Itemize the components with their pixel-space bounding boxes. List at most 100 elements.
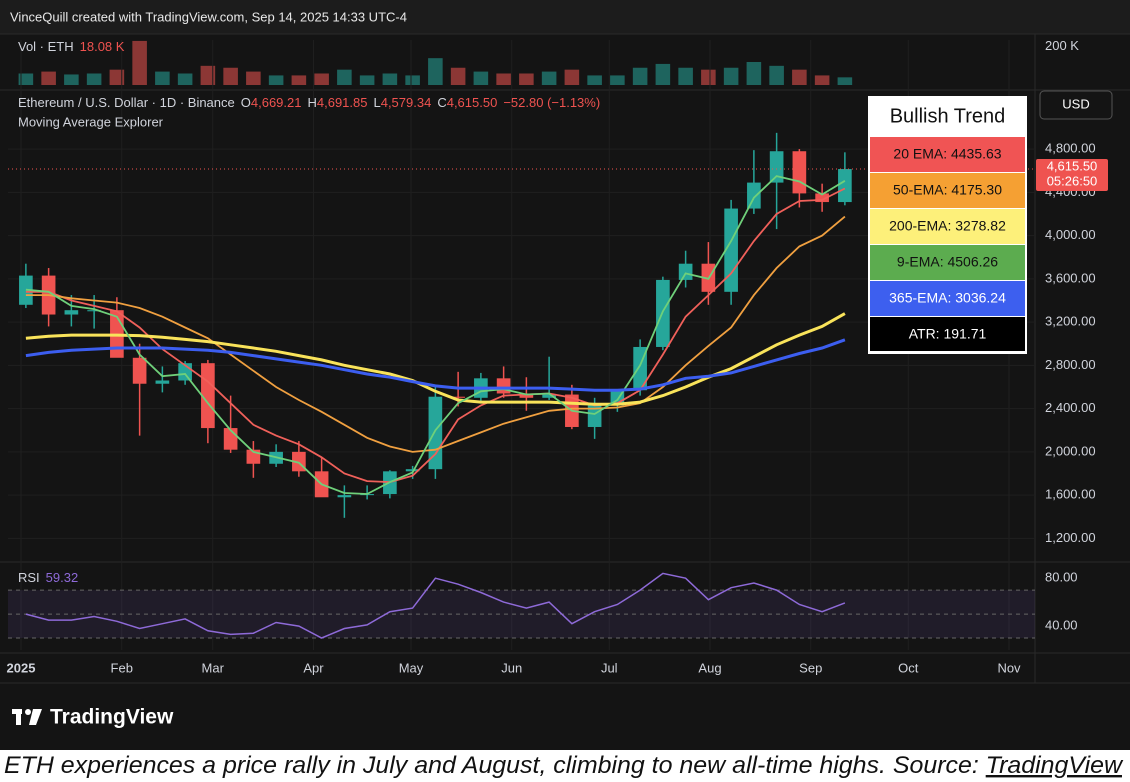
volume-bar (268, 75, 284, 85)
legend-entry: 200-EMA: 3278.82 (889, 218, 1006, 234)
y-tick-label: 2,400.00 (1045, 400, 1096, 415)
volume-bar (18, 73, 34, 85)
volume-bar (155, 71, 170, 85)
candle-body (724, 208, 738, 292)
y-tick-label: 3,600.00 (1045, 270, 1096, 285)
candle-body (838, 169, 852, 203)
logo-text: TradingView (50, 706, 174, 729)
symbol: Ethereum / U.S. Dollar · 1D · Binance (18, 95, 235, 110)
volume-bar (496, 73, 511, 85)
volume-bar (701, 69, 716, 85)
volume-bar (814, 75, 830, 85)
x-tick-label: Jul (601, 660, 618, 675)
x-tick-label: Sep (799, 660, 822, 675)
candle-body (87, 310, 101, 312)
c-key: C (437, 95, 446, 110)
y-tick-label: 40.00 (1045, 617, 1078, 632)
legend-row (870, 317, 1025, 351)
volume-bar (200, 65, 216, 85)
caption-link[interactable]: TradingView (986, 752, 1124, 779)
candle-body (519, 393, 534, 398)
volume-bar (109, 69, 125, 85)
volume-bar (519, 73, 534, 85)
volume-bar (632, 67, 648, 85)
symbol-line: Ethereum / U.S. Dollar · 1D · Binance O4,… (18, 95, 600, 110)
l-val: 4,579.34 (381, 95, 432, 110)
rsi-label: RSI (18, 570, 40, 585)
price-tag-countdown: 05:26:50 (1047, 173, 1098, 188)
volume-bar (314, 73, 329, 85)
x-tick-label: Nov (997, 660, 1021, 675)
candle-body (747, 182, 761, 209)
y-tick-label: 80.00 (1045, 570, 1078, 585)
volume-bar (837, 77, 853, 85)
volume-bar (86, 73, 102, 85)
plot: 200 K 1,200.00 1,600.00 2,000.00 2,400.00 2,8… (7, 38, 1108, 675)
legend-row (870, 173, 1025, 208)
rsi-title: RSI 59.32 (18, 570, 78, 585)
candle-body (451, 396, 465, 398)
candle-body (769, 151, 784, 183)
y-tick-label: 2,800.00 (1045, 357, 1096, 372)
logo-icon (25, 709, 31, 715)
o-val: 4,669.21 (251, 95, 302, 110)
legend-row (870, 245, 1025, 280)
volume-bar (177, 73, 193, 85)
candle-body (155, 380, 170, 384)
logo-icon (29, 709, 42, 725)
candle-body (496, 378, 511, 394)
logo: TradingView (12, 706, 174, 729)
candle-body (132, 357, 147, 384)
volume-bar (450, 67, 466, 85)
x-tick-label: Mar (202, 660, 225, 675)
legend-row (870, 137, 1025, 172)
ema-line (25, 175, 846, 495)
volume-bar (792, 69, 807, 85)
candle-body (64, 310, 79, 315)
volume-bar (541, 71, 557, 85)
top-bar (0, 0, 1130, 34)
x-tick-label: Jun (501, 660, 522, 675)
candle-body (405, 469, 420, 472)
candle-body (792, 151, 807, 194)
volume-bar (337, 69, 352, 85)
caption-text: ETH experiences a price rally in July an… (4, 752, 986, 779)
volume-bar (246, 71, 261, 85)
legend-entry: 9-EMA: 4506.26 (897, 254, 998, 270)
indicator-name: Moving Average Explorer (18, 114, 164, 129)
legend-title: Bullish Trend (890, 105, 1006, 127)
volume-bar (746, 62, 762, 85)
volume-current: 18.08 K (80, 39, 125, 54)
y-tick-label: 200 K (1045, 38, 1079, 53)
o-key: O (241, 95, 251, 110)
price-tag (1036, 159, 1108, 192)
caption: ETH experiences a price rally in July an… (4, 752, 1124, 779)
y-tick-label: 2,000.00 (1045, 443, 1096, 458)
currency: USD (1062, 96, 1089, 111)
legend-entry: 50-EMA: 4175.30 (893, 182, 1002, 198)
y-tick-label: 4,000.00 (1045, 227, 1096, 242)
volume-bar (64, 74, 79, 85)
volume-bar (382, 73, 398, 85)
c-val: 4,615.50 (447, 95, 498, 110)
volume-bar (41, 71, 56, 85)
candle-body (678, 263, 693, 280)
y-tick-label: 4,800.00 (1045, 141, 1096, 156)
x-tick-label: Oct (898, 660, 919, 675)
legend-atr: ATR: 191.71 (909, 326, 987, 342)
legend-entry: 20 EMA: 4435.63 (893, 146, 1001, 162)
y-tick-label: 1,200.00 (1045, 530, 1096, 545)
candle-body (428, 396, 443, 470)
caption-bg (0, 750, 1130, 782)
volume-bar (678, 67, 693, 85)
currency-box[interactable] (1039, 90, 1113, 120)
volume-bar (610, 75, 625, 85)
x-tick-label: 2025 (7, 660, 36, 675)
volume-bar (428, 58, 443, 85)
legend-row (870, 209, 1025, 244)
logo-icon (16, 709, 21, 725)
x-tick-label: Aug (698, 660, 721, 675)
volume-bar (473, 71, 489, 85)
candle-body (587, 405, 602, 427)
